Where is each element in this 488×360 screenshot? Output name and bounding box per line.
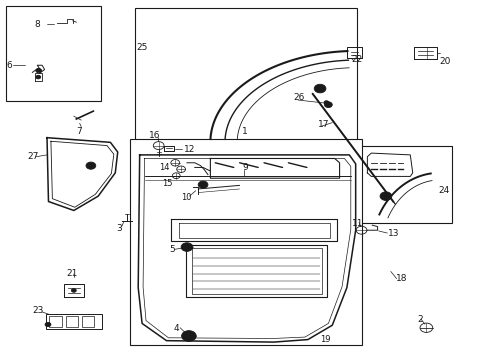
Text: 5: 5 xyxy=(168,246,174,255)
Text: 15: 15 xyxy=(161,179,172,188)
Circle shape xyxy=(71,289,76,292)
Bar xyxy=(5,6,101,101)
Circle shape xyxy=(36,68,41,73)
Bar xyxy=(65,316,78,327)
Text: 23: 23 xyxy=(32,306,43,315)
Circle shape xyxy=(86,162,96,169)
Text: 6: 6 xyxy=(6,61,12,70)
Text: 2: 2 xyxy=(417,315,422,324)
Text: 19: 19 xyxy=(320,335,330,344)
Text: 17: 17 xyxy=(317,120,328,129)
Circle shape xyxy=(45,322,51,327)
Circle shape xyxy=(379,192,391,201)
Text: 18: 18 xyxy=(395,274,407,283)
Bar xyxy=(81,316,94,327)
Text: 12: 12 xyxy=(183,145,195,154)
Text: 8: 8 xyxy=(35,19,41,28)
Circle shape xyxy=(36,75,41,79)
Text: 9: 9 xyxy=(242,163,247,172)
Text: 7: 7 xyxy=(76,127,82,136)
Circle shape xyxy=(181,330,196,341)
Text: 3: 3 xyxy=(116,224,122,233)
Text: 24: 24 xyxy=(438,186,449,195)
Circle shape xyxy=(314,84,325,93)
Bar xyxy=(49,316,61,327)
Circle shape xyxy=(324,101,328,104)
Bar xyxy=(358,146,451,223)
Bar xyxy=(46,315,102,329)
Text: 22: 22 xyxy=(351,55,362,64)
Circle shape xyxy=(324,102,331,108)
Text: 20: 20 xyxy=(439,57,450,66)
Text: 10: 10 xyxy=(181,193,191,202)
Text: 16: 16 xyxy=(149,131,161,140)
Text: 25: 25 xyxy=(136,43,147,52)
Bar xyxy=(135,8,356,142)
Circle shape xyxy=(198,181,207,188)
Text: 1: 1 xyxy=(242,127,247,136)
Text: 14: 14 xyxy=(159,163,169,172)
Text: 4: 4 xyxy=(173,324,179,333)
Text: 21: 21 xyxy=(66,269,78,278)
Text: 26: 26 xyxy=(293,93,304,102)
Text: 27: 27 xyxy=(27,152,39,161)
Text: 13: 13 xyxy=(387,229,399,238)
Bar xyxy=(130,139,361,345)
Text: 11: 11 xyxy=(351,219,363,228)
Circle shape xyxy=(181,243,192,251)
